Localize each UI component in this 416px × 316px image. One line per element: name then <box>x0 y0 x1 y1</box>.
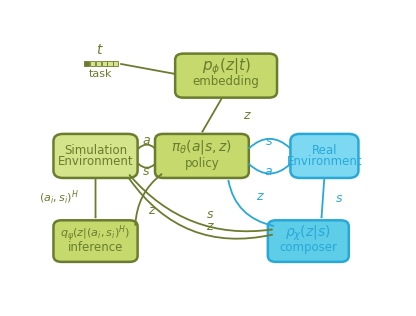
Text: composer: composer <box>279 241 337 254</box>
Text: Simulation: Simulation <box>64 144 127 157</box>
Bar <box>107 61 113 66</box>
Text: inference: inference <box>68 241 123 254</box>
Bar <box>84 61 89 66</box>
FancyArrowPatch shape <box>139 144 155 148</box>
Text: $z$: $z$ <box>148 204 156 217</box>
FancyArrowPatch shape <box>121 64 173 74</box>
Text: task: task <box>89 70 112 79</box>
Text: $s$: $s$ <box>206 208 214 221</box>
Text: embedding: embedding <box>193 75 260 88</box>
Bar <box>113 61 119 66</box>
Text: $(a_i, s_i)^H$: $(a_i, s_i)^H$ <box>39 189 78 207</box>
FancyArrowPatch shape <box>249 139 290 148</box>
Text: $z$: $z$ <box>243 109 251 122</box>
Bar <box>102 61 107 66</box>
Text: $q_\psi(z|(a_i,s_i)^H)$: $q_\psi(z|(a_i,s_i)^H)$ <box>60 223 131 244</box>
Text: $\rho_\chi(z|s)$: $\rho_\chi(z|s)$ <box>285 224 331 243</box>
Text: Environment: Environment <box>287 155 362 168</box>
Text: $t$: $t$ <box>97 43 104 57</box>
Bar <box>96 61 101 66</box>
FancyArrowPatch shape <box>203 99 221 131</box>
Text: $\pi_\theta(a|s,z)$: $\pi_\theta(a|s,z)$ <box>171 138 233 156</box>
Text: $z$: $z$ <box>206 220 214 233</box>
FancyBboxPatch shape <box>268 220 349 262</box>
Text: $s$: $s$ <box>335 192 343 205</box>
FancyBboxPatch shape <box>53 134 138 178</box>
FancyArrowPatch shape <box>135 174 161 225</box>
FancyBboxPatch shape <box>53 220 138 262</box>
FancyBboxPatch shape <box>155 134 249 178</box>
Text: $a$: $a$ <box>264 165 273 178</box>
FancyArrowPatch shape <box>139 164 155 168</box>
FancyBboxPatch shape <box>175 54 277 98</box>
FancyBboxPatch shape <box>290 134 359 178</box>
Bar <box>90 61 95 66</box>
Text: $p_\phi(z|t)$: $p_\phi(z|t)$ <box>202 56 250 77</box>
Text: $a$: $a$ <box>142 134 151 147</box>
Text: policy: policy <box>185 157 219 170</box>
Text: Environment: Environment <box>58 155 134 168</box>
FancyArrowPatch shape <box>228 181 273 226</box>
FancyArrowPatch shape <box>322 179 324 217</box>
Text: $s$: $s$ <box>265 135 273 148</box>
Text: $s$: $s$ <box>142 165 150 178</box>
FancyArrowPatch shape <box>249 164 290 173</box>
FancyArrowPatch shape <box>129 175 272 231</box>
Text: $z$: $z$ <box>255 190 264 203</box>
Text: Real: Real <box>312 144 337 157</box>
FancyArrowPatch shape <box>129 179 272 239</box>
